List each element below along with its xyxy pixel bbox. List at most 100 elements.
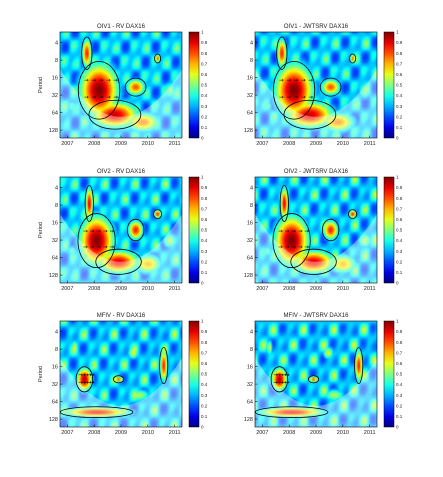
y-tick-label: 128	[49, 417, 58, 423]
significance-contour	[154, 53, 162, 64]
phase-arrow	[285, 373, 290, 377]
colorbar-tick-label: 0.4	[201, 238, 208, 243]
chart-title: MFIV - RV DAX16	[97, 313, 146, 319]
colorbar-tick-label: 0.7	[201, 206, 208, 211]
phase-arrow	[91, 95, 97, 99]
colorbar-tick-label: 0.6	[201, 72, 208, 77]
colorbar-tick-label: 0.7	[396, 61, 403, 66]
chart-panel-3: OIV2 - RV DAX16 2007 2008 2009 2010 2011 4 8 16 3…	[38, 169, 208, 292]
y-tick-label: 64	[247, 400, 253, 406]
significance-contour	[290, 248, 337, 275]
colorbar-tick-label: 0.3	[396, 104, 403, 109]
phase-arrow	[90, 229, 95, 233]
y-tick-label: 8	[55, 347, 58, 353]
significance-contour	[112, 375, 125, 384]
y-tick-label: 8	[250, 347, 253, 353]
phase-arrow	[279, 95, 284, 99]
y-tick-label: 32	[247, 238, 253, 244]
chart-title: MFIV - JWTSRV DAX16	[284, 313, 350, 319]
colorbar-tick-label: 1	[201, 319, 204, 324]
phase-arrow	[113, 95, 119, 99]
phase-arrow	[96, 245, 102, 249]
chart-panel-6: MFIV - JWTSRV DAX16 2007 2008 2009 2010 2011 4…	[244, 313, 403, 436]
cone-of-influence	[255, 214, 377, 283]
y-tick-label: 32	[247, 93, 253, 99]
y-tick-label: 4	[55, 330, 58, 336]
x-tick-label: 2008	[283, 141, 295, 147]
y-tick-label: 32	[52, 93, 58, 99]
phase-arrow	[84, 95, 89, 99]
colorbar-tick-label: 1	[201, 30, 204, 35]
y-tick-label: 8	[250, 203, 253, 209]
significance-contour	[283, 99, 337, 130]
y-tick-label: 4	[55, 186, 58, 192]
phase-arrow	[91, 78, 97, 82]
x-tick-label: 2010	[142, 430, 154, 436]
colorbar	[383, 320, 395, 428]
colorbar-tick-label: 0.9	[201, 40, 208, 45]
x-tick-label: 2008	[88, 141, 100, 147]
phase-arrow	[308, 78, 314, 82]
colorbar-tick-label: 0.6	[396, 217, 403, 222]
x-tick-label: 2009	[115, 141, 127, 147]
chart-title: OIV2 - JWTSRV DAX16	[284, 169, 349, 175]
y-tick-label: 16	[247, 365, 253, 371]
phase-arrow	[278, 245, 283, 249]
phase-arrow	[96, 229, 102, 233]
x-tick-label: 2009	[115, 430, 127, 436]
phase-arrow	[285, 380, 290, 384]
colorbar-tick-label: 0.9	[396, 40, 403, 45]
phase-arrow	[90, 373, 95, 377]
colorbar-tick-label: 0.3	[201, 249, 208, 254]
colorbar-tick-label: 0.3	[396, 393, 403, 398]
colorbar-tick-label: 0.7	[396, 350, 403, 355]
coherence-heatmap	[255, 177, 377, 283]
colorbar-tick-label: 0.9	[201, 185, 208, 190]
colorbar-tick-label: 0.3	[201, 104, 208, 109]
y-tick-label: 16	[247, 76, 253, 82]
y-tick-label: 32	[52, 238, 58, 244]
y-tick-label: 64	[52, 256, 58, 262]
phase-arrow	[99, 95, 104, 99]
colorbar-tick-label: 0.7	[201, 350, 208, 355]
y-axis-label: Period	[38, 222, 44, 238]
x-tick-label: 2009	[310, 141, 322, 147]
colorbar-tick-label: 0.2	[396, 114, 403, 119]
x-tick-label: 2008	[283, 286, 295, 292]
x-tick-label: 2007	[256, 430, 268, 436]
colorbar-tick-label: 0.1	[396, 125, 403, 130]
colorbar-tick-label: 0.9	[201, 329, 208, 334]
cone-of-influence	[60, 358, 182, 427]
colorbar-tick-label: 0.2	[201, 259, 208, 264]
y-tick-label: 128	[49, 128, 58, 134]
colorbar-tick-label: 0.4	[396, 93, 403, 98]
phase-arrow	[291, 229, 297, 233]
colorbar-tick-label: 0.6	[201, 217, 208, 222]
colorbar-tick-label: 0	[201, 136, 204, 141]
colorbar-tick-label: 1	[396, 175, 399, 180]
x-tick-label: 2008	[283, 430, 295, 436]
x-tick-label: 2008	[88, 286, 100, 292]
chart-panel-2: OIV1 - JWTSRV DAX16 2007 2008 2009 2010 2011 4…	[244, 24, 403, 147]
significance-contour	[354, 347, 364, 384]
y-tick-label: 64	[52, 400, 58, 406]
phase-arrow	[304, 245, 310, 249]
colorbar-tick-label: 0.4	[396, 382, 403, 387]
colorbar-tick-label: 0	[396, 136, 399, 141]
colorbar-tick-label: 1	[396, 30, 399, 35]
colorbar-tick-label: 0.5	[396, 83, 403, 88]
colorbar-tick-label: 0.9	[396, 185, 403, 190]
significance-contour	[307, 375, 320, 384]
y-tick-label: 16	[52, 365, 58, 371]
y-axis-label: Period	[38, 366, 44, 382]
colorbar-tick-label: 0.1	[396, 414, 403, 419]
colorbar-tick-label: 0.1	[201, 270, 208, 275]
colorbar-tick-label: 1	[396, 319, 399, 324]
x-tick-label: 2011	[169, 286, 181, 292]
colorbar-tick-label: 0.6	[396, 361, 403, 366]
colorbar-tick-label: 0.1	[201, 414, 208, 419]
colorbar-tick-label: 0.8	[396, 196, 403, 201]
colorbar-tick-label: 0	[396, 281, 399, 286]
colorbar-tick-label: 0	[396, 425, 399, 430]
significance-contour	[84, 185, 94, 222]
